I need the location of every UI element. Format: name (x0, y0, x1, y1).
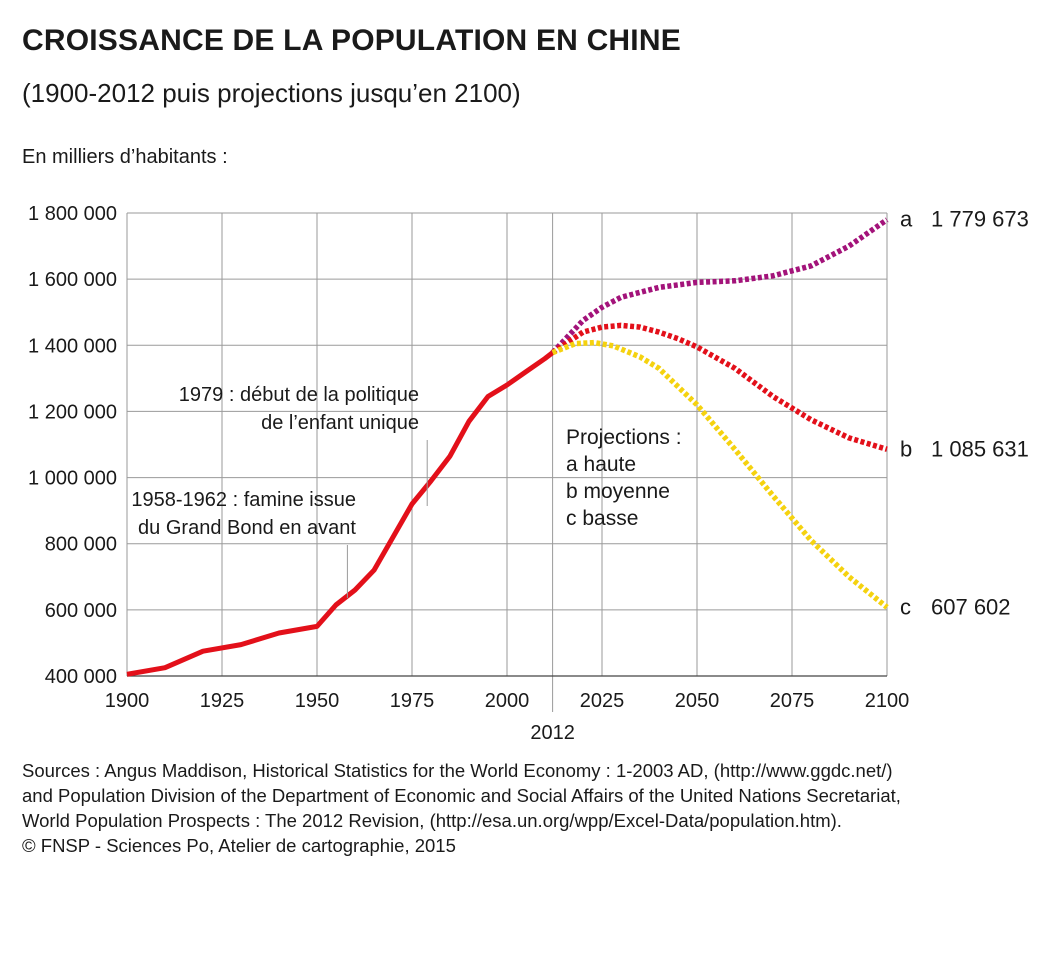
y-tick-label: 1 400 000 (28, 335, 117, 357)
x-tick-label: 2100 (865, 690, 910, 712)
source-line: Sources : Angus Maddison, Historical Sta… (22, 760, 893, 781)
x-tick-label: 2075 (770, 690, 815, 712)
series-end-value-c: 607 602 (931, 594, 1011, 619)
series-end-value-a: 1 779 673 (931, 207, 1029, 232)
unit-label: En milliers d’habitants : (22, 146, 228, 168)
copyright-line: © FNSP - Sciences Po, Atelier de cartogr… (22, 835, 456, 856)
y-tick-label: 1 800 000 (28, 203, 117, 225)
y-tick-label: 1 600 000 (28, 269, 117, 291)
x-tick-label: 2000 (485, 690, 530, 712)
x-tick-label: 1900 (105, 690, 150, 712)
labels: 400 000 600 000 800 000 1 000 000 1 200 000 1… (28, 203, 1029, 744)
y-tick-label: 600 000 (45, 600, 117, 622)
sources-note: Sources : Angus Maddison, Historical Sta… (22, 758, 1032, 858)
y-tick-label: 400 000 (45, 666, 117, 688)
series (126, 217, 889, 677)
annotation-famine-line: 1958-1962 : famine issue (131, 489, 356, 511)
projections-legend-title: Projections : (566, 426, 682, 449)
reference-year-label: 2012 (530, 722, 575, 744)
annotation-1979-line: 1979 : début de la politique (179, 384, 419, 406)
x-tick-label: 1950 (295, 690, 340, 712)
x-tick-label: 1975 (390, 690, 435, 712)
y-tick-label: 1 000 000 (28, 468, 117, 490)
source-line: World Population Prospects : The 2012 Re… (22, 810, 842, 831)
projection-line-a (550, 217, 889, 355)
y-tick-label: 800 000 (45, 534, 117, 556)
series-end-value-b: 1 085 631 (931, 436, 1029, 461)
grid (126, 212, 888, 712)
chart-subtitle: (1900-2012 puis projections jusqu’en 210… (22, 78, 521, 108)
projections-legend-item: b moyenne (566, 480, 670, 503)
projection-line-c (551, 339, 889, 610)
x-tick-label: 2025 (580, 690, 625, 712)
x-tick-label: 1925 (200, 690, 245, 712)
annotation-famine-line: du Grand Bond en avant (138, 517, 356, 539)
series-letter-c: c (900, 594, 911, 619)
chart-title: CROISSANCE DE LA POPULATION EN CHINE (22, 24, 681, 57)
projections-legend-item: a haute (566, 453, 636, 476)
y-tick-label: 1 200 000 (28, 401, 117, 423)
projections-legend-item: c basse (566, 507, 638, 530)
historical-line (126, 350, 555, 677)
x-tick-label: 2050 (675, 690, 720, 712)
series-letter-b: b (900, 436, 912, 461)
series-letter-a: a (900, 207, 913, 232)
source-line: and Population Division of the Departmen… (22, 785, 901, 806)
annotation-1979-line: de l’enfant unique (261, 412, 419, 434)
